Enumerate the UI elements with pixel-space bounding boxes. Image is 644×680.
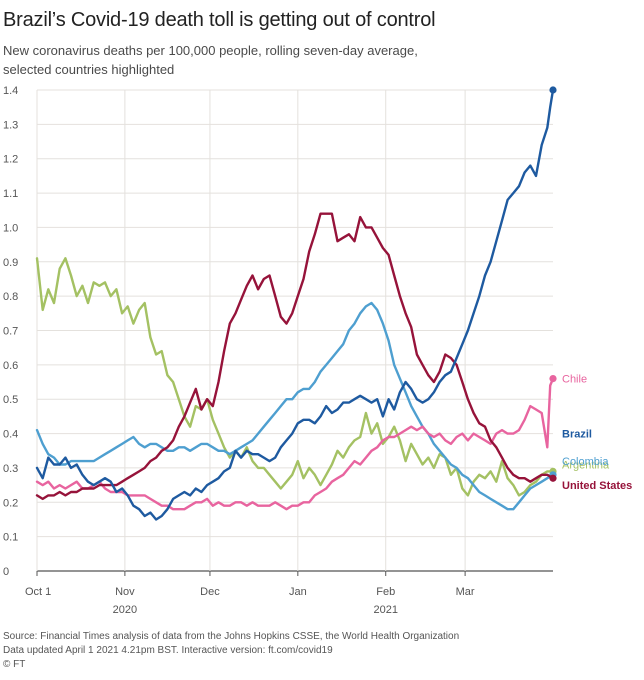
y-tick-label: 0.8 (3, 291, 18, 303)
series-label-brazil: Brazil (562, 429, 592, 441)
x-year-label: 2021 (373, 604, 397, 616)
series-line-brazil (35, 88, 555, 521)
y-tick-label: 0.6 (3, 360, 18, 372)
update-note: Data updated April 1 2021 4.21pm BST. In… (3, 645, 333, 656)
x-year-label: 2020 (113, 604, 137, 616)
series-label-colombia: Colombia (562, 456, 609, 468)
x-tick-label: Oct 1 (25, 586, 51, 598)
series-label-united-states: United States (562, 480, 632, 492)
y-tick-label: 1.1 (3, 188, 18, 200)
chart-title: Brazil’s Covid-19 death toll is getting … (3, 9, 436, 31)
x-tick-label: Nov (115, 586, 135, 598)
y-tick-label: 0.7 (3, 326, 18, 338)
x-tick-label: Dec (200, 586, 220, 598)
ft-credit: © FT (3, 659, 26, 670)
series-line-united-states (35, 212, 555, 501)
x-tick-label: Feb (376, 586, 395, 598)
y-tick-label: 1.2 (3, 154, 18, 166)
chart-subtitle: New coronavirus deaths per 100,000 peopl… (3, 41, 418, 79)
x-tick-label: Jan (289, 586, 307, 598)
series-end-dot-chile (549, 375, 557, 383)
y-tick-label: 0.9 (3, 257, 18, 269)
y-tick-label: 0.5 (3, 394, 18, 406)
series-line-chile (35, 377, 555, 511)
series-end-dot-brazil (549, 86, 557, 94)
series-line-argentina (35, 257, 555, 497)
series-end-dot-united-states (549, 474, 557, 482)
series-label-chile: Chile (562, 374, 587, 386)
series-line-colombia (35, 301, 555, 511)
y-tick-label: 1.0 (3, 222, 18, 234)
y-tick-label: 0.1 (3, 532, 18, 544)
source-note: Source: Financial Times analysis of data… (3, 631, 460, 642)
subtitle-line-1: New coronavirus deaths per 100,000 peopl… (3, 43, 418, 58)
y-tick-label: 0.2 (3, 497, 18, 509)
chart-footer: Source: Financial Times analysis of data… (3, 630, 459, 672)
y-tick-label: 0.3 (3, 463, 18, 475)
y-tick-label: 1.4 (3, 85, 18, 97)
y-tick-label: 0.4 (3, 429, 18, 441)
line-chart: 0 0.1 0.2 0.3 0.4 0.5 0.6 0.7 0.8 0.9 1.0 1.1 1.2 1.3… (3, 85, 632, 616)
series-label-argentina: Argentina (562, 459, 610, 471)
y-tick-label: 0 (3, 566, 9, 578)
subtitle-line-2: selected countries highlighted (3, 62, 175, 77)
x-tick-label: Mar (456, 586, 475, 598)
y-tick-label: 1.3 (3, 119, 18, 131)
